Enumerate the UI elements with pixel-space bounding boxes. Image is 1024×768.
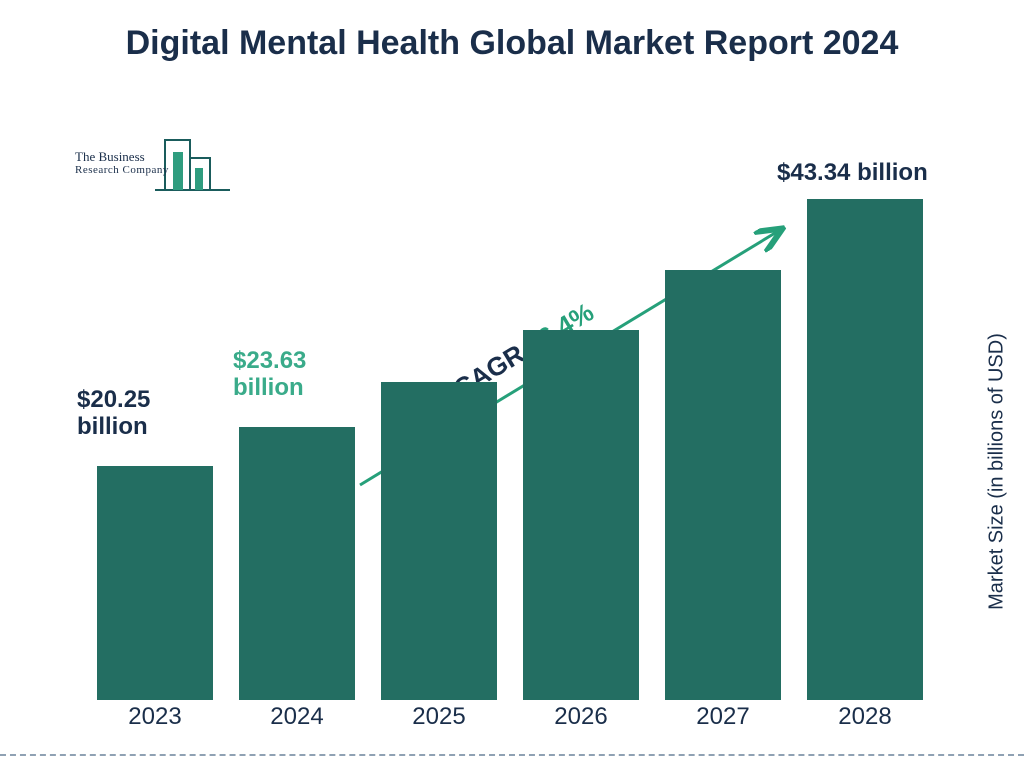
chart-title: Digital Mental Health Global Market Repo… [0, 22, 1024, 65]
y-axis-label: Market Size (in billions of USD) [986, 307, 1009, 637]
x-axis-tick-label: 2026 [511, 703, 651, 731]
bar [239, 427, 355, 700]
x-axis-tick-label: 2027 [653, 703, 793, 731]
plot-area: CAGR 16.4% 202320242025202620272028$20.2… [85, 145, 935, 700]
x-axis-tick-label: 2028 [795, 703, 935, 731]
footer-divider [0, 754, 1024, 756]
bar-value-label: $20.25billion [77, 386, 150, 441]
bar [523, 330, 639, 700]
bar-chart: CAGR 16.4% 202320242025202620272028$20.2… [85, 145, 935, 700]
y-axis-label-container: Market Size (in billions of USD) [982, 260, 1006, 660]
bar [381, 382, 497, 700]
bar [665, 270, 781, 700]
x-axis-tick-label: 2023 [85, 703, 225, 731]
bar-value-label: $23.63billion [233, 347, 306, 402]
bar [807, 199, 923, 700]
x-axis-tick-label: 2024 [227, 703, 367, 731]
bar [97, 466, 213, 700]
x-axis-tick-label: 2025 [369, 703, 509, 731]
bar-value-label: $43.34 billion [777, 159, 928, 187]
